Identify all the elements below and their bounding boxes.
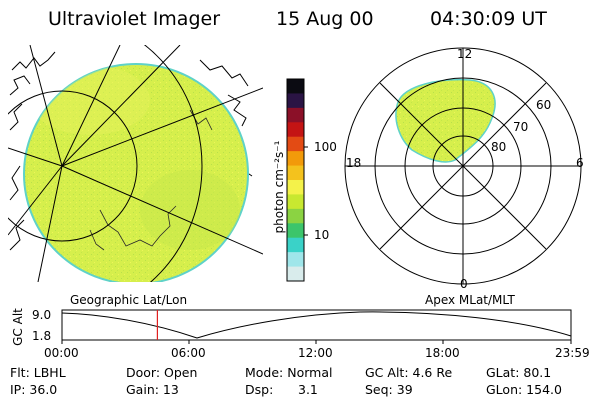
info-glon: GLon: 154.0 <box>486 382 562 397</box>
orbit-xtick-4: 23:59 <box>555 346 590 360</box>
altitude-curve <box>61 311 572 339</box>
polar-panel-label: Apex MLat/MLT <box>425 293 515 307</box>
time-label: 04:30:09 UT <box>430 8 547 30</box>
colorbar-segment <box>287 266 304 282</box>
orbit-altitude-plot <box>61 309 572 344</box>
mlt-label-18: 18 <box>346 156 362 170</box>
info-gain: Gain: 13 <box>126 382 179 397</box>
mlt-label-12: 12 <box>457 47 473 61</box>
info-filter: Flt: LBHL <box>10 365 66 380</box>
colorbar-segment <box>287 237 304 253</box>
orbit-xtick-1: 06:00 <box>171 346 206 360</box>
colorbar-segment <box>287 136 304 152</box>
instrument-title: Ultraviolet Imager <box>48 8 221 30</box>
orbit-xtick-2: 12:00 <box>298 346 333 360</box>
orbit-xtick-3: 18:00 <box>425 346 460 360</box>
geographic-image <box>8 45 263 282</box>
colorbar-segment <box>287 208 304 224</box>
colorbar-tick-100: 100 <box>314 140 337 154</box>
date-label: 15 Aug 00 <box>276 8 374 30</box>
orbit-ymax: 9.0 <box>32 308 52 322</box>
colorbar-segment <box>287 107 304 123</box>
polar-plot <box>344 47 582 285</box>
info-seq: Seq: 39 <box>365 382 413 397</box>
mlt-label-0: 0 <box>460 277 468 291</box>
colorbar <box>286 78 308 282</box>
info-glat: GLat: 80.1 <box>486 365 552 380</box>
orbit-xtick-0: 00:00 <box>44 346 79 360</box>
colorbar-segment <box>287 252 304 268</box>
colorbar-segment <box>287 165 304 181</box>
lat-label-70: 70 <box>513 120 529 134</box>
info-ip: IP: 36.0 <box>10 382 58 397</box>
colorbar-tick-10: 10 <box>314 228 330 242</box>
colorbar-segment <box>287 122 304 138</box>
geo-grid <box>8 45 263 282</box>
info-dsp-value: 3.1 <box>298 382 318 397</box>
colorbar-segment <box>287 151 304 167</box>
lat-label-80: 80 <box>491 140 507 154</box>
info-mode: Mode: Normal <box>245 365 333 380</box>
polar-aurora-oval <box>395 78 496 163</box>
info-dsp-label: Dsp: <box>245 382 274 397</box>
colorbar-segment <box>287 93 304 109</box>
orbit-ylabel: GC Alt <box>11 308 25 346</box>
colorbar-segment <box>287 223 304 239</box>
lat-label-60: 60 <box>536 98 552 112</box>
info-gc-alt: GC Alt: 4.6 Re <box>365 365 453 380</box>
info-door: Door: Open <box>126 365 198 380</box>
colorbar-segment <box>287 79 304 94</box>
mlt-label-6: 6 <box>576 156 584 170</box>
colorbar-unit-label: photon cm⁻²s⁻¹ <box>272 140 286 234</box>
geo-panel-label: Geographic Lat/Lon <box>70 293 188 307</box>
colorbar-segment <box>287 194 304 210</box>
colorbar-segment <box>287 180 304 195</box>
orbit-ymin: 1.8 <box>32 329 52 343</box>
polar-grid <box>345 48 581 284</box>
